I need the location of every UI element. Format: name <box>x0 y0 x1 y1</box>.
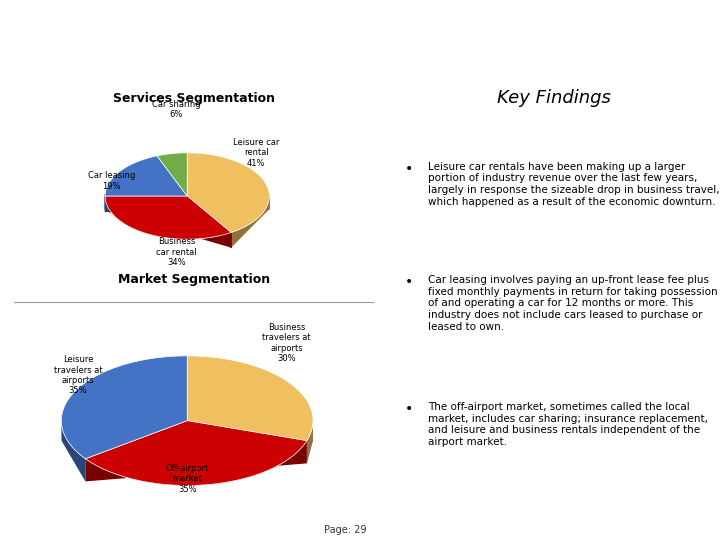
Text: Car leasing involves paying an up-front lease fee plus fixed monthly payments in: Car leasing involves paying an up-front … <box>428 275 717 332</box>
Polygon shape <box>105 196 187 211</box>
Polygon shape <box>105 194 187 210</box>
Text: Key Findings: Key Findings <box>498 89 611 107</box>
Text: •: • <box>405 275 413 289</box>
Polygon shape <box>187 194 269 210</box>
Text: •: • <box>405 162 413 176</box>
Text: Services Segmentation: Services Segmentation <box>114 92 275 105</box>
Text: Off-airport
market
35%: Off-airport market 35% <box>166 464 209 494</box>
Polygon shape <box>187 153 269 233</box>
Polygon shape <box>105 196 231 239</box>
Text: Business
car rental
34%: Business car rental 34% <box>156 237 197 267</box>
Text: Leisure car rentals have been making up a larger portion of industry revenue ove: Leisure car rentals have been making up … <box>428 162 719 207</box>
Text: Car leasing
19%: Car leasing 19% <box>88 171 135 191</box>
Polygon shape <box>86 441 307 485</box>
Polygon shape <box>61 418 86 482</box>
Text: •: • <box>405 402 413 416</box>
Polygon shape <box>187 196 231 248</box>
Polygon shape <box>307 418 313 463</box>
Text: Car sharing
6%: Car sharing 6% <box>152 100 201 119</box>
Text: Leisure
travelers at
airports
35%: Leisure travelers at airports 35% <box>53 355 102 395</box>
Text: Page: 29: Page: 29 <box>324 524 367 535</box>
Text: Business
travelers at
airports
30%: Business travelers at airports 30% <box>262 323 311 363</box>
Polygon shape <box>105 156 187 196</box>
Polygon shape <box>105 196 187 211</box>
Polygon shape <box>86 421 307 485</box>
Polygon shape <box>61 356 187 459</box>
Polygon shape <box>187 196 231 248</box>
Text: Leisure car
rental
41%: Leisure car rental 41% <box>233 138 279 168</box>
Text: The off-airport market, sometimes called the local market, includes car sharing;: The off-airport market, sometimes called… <box>428 402 708 447</box>
Text: Market Segmentation: Market Segmentation <box>118 273 271 286</box>
Text: US Car Rental Industry - Segmentation: US Car Rental Industry - Segmentation <box>14 23 563 47</box>
Polygon shape <box>231 194 269 248</box>
Polygon shape <box>105 196 231 248</box>
Polygon shape <box>157 153 187 196</box>
Polygon shape <box>187 356 313 441</box>
